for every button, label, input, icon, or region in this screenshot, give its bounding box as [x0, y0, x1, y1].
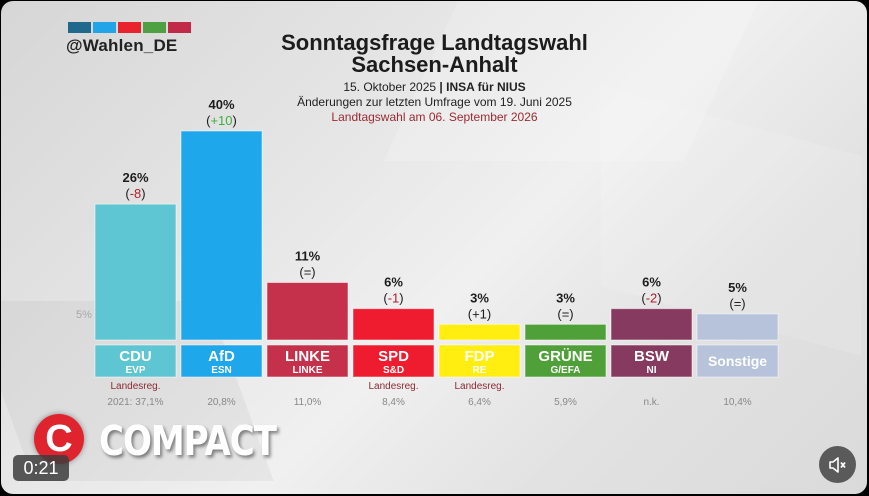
- logo-color-strip: [68, 22, 191, 33]
- previous-election-result: 8,4%: [382, 397, 405, 408]
- bar-change-label: (+1): [468, 306, 492, 321]
- previous-election-result: n.k.: [643, 397, 659, 408]
- poll-institute: INSA für NIUS: [446, 80, 526, 94]
- bar-value-label: 5%: [728, 280, 747, 295]
- previous-election-result: 5,9%: [554, 397, 577, 408]
- party-name: SPD: [378, 348, 409, 365]
- logo-swatch: [118, 22, 141, 33]
- bar-bsw: [610, 308, 693, 341]
- previous-election-result: 10,4%: [723, 397, 751, 408]
- eu-group: LINKE: [293, 365, 323, 376]
- party-name: AfD: [208, 348, 235, 365]
- party-label-box: [610, 344, 693, 378]
- bar-change-label: (-2): [641, 291, 661, 306]
- video-timestamp: 0:21: [13, 455, 69, 481]
- eu-group: S&D: [383, 365, 404, 376]
- government-label: Landesreg.: [368, 381, 418, 392]
- eu-group: G/EFA: [550, 365, 580, 376]
- poll-info: 15. Oktober 2025 | INSA für NIUS: [0, 80, 869, 94]
- bar-cdu: [94, 203, 177, 341]
- changes-note: Änderungen zur letzten Umfrage vom 19. J…: [297, 95, 572, 109]
- separator: |: [439, 80, 443, 94]
- bar-change-label: (-1): [383, 291, 403, 306]
- bar-value-label: 6%: [384, 275, 403, 290]
- party-name: BSW: [634, 348, 670, 365]
- previous-election-result: 11,0%: [294, 397, 322, 408]
- bar-linke: [266, 282, 349, 341]
- bar-value-label: 3%: [556, 290, 575, 305]
- account-handle: @Wahlen_DE: [66, 36, 178, 55]
- bar-fdp: [438, 323, 521, 341]
- logo-swatch: [93, 22, 116, 33]
- bar-value-label: 40%: [208, 97, 234, 112]
- bar-value-label: 3%: [470, 290, 489, 305]
- bar-change-label: (=): [557, 306, 573, 321]
- title-line-2: Sachsen-Anhalt: [351, 52, 518, 77]
- poll-date: 15. Oktober 2025: [343, 80, 437, 94]
- eu-group: ESN: [211, 365, 232, 376]
- bar-sonstige: [696, 313, 779, 341]
- previous-election-result: 6,4%: [468, 397, 491, 408]
- eu-group: EVP: [125, 365, 145, 376]
- compact-brand-name: COMPACT: [99, 418, 277, 466]
- election-date-note: Landtagswahl am 06. September 2026: [331, 110, 538, 124]
- party-name: LINKE: [285, 348, 330, 365]
- speaker-muted-icon: [828, 456, 846, 473]
- logo-swatch: [68, 22, 91, 33]
- party-label-box: [524, 344, 607, 378]
- chart-title: Sonntagsfrage Landtagswahl Sachsen-Anhal…: [0, 32, 869, 76]
- eu-group: NI: [647, 365, 657, 376]
- party-label-box: [266, 344, 349, 378]
- government-label: Landesreg.: [110, 381, 160, 392]
- bar-spd: [352, 308, 435, 341]
- bar-value-label: 11%: [295, 249, 321, 264]
- party-name: FDP: [465, 348, 495, 365]
- bar-value-label: 6%: [642, 275, 661, 290]
- party-name: Sonstige: [708, 353, 767, 369]
- bar-change-label: (+10): [206, 113, 237, 128]
- party-label-box: [352, 344, 435, 378]
- party-label-box: [180, 344, 263, 378]
- party-name: GRÜNE: [538, 348, 592, 365]
- previous-election-result: 20,8%: [207, 397, 235, 408]
- bar-value-label: 26%: [122, 170, 148, 185]
- logo-swatch: [143, 22, 166, 33]
- bar-grüne: [524, 323, 607, 341]
- party-label-box: [438, 344, 521, 378]
- bar-change-label: (=): [299, 265, 315, 280]
- government-label: Landesreg.: [454, 381, 504, 392]
- bar-change-label: (=): [729, 296, 745, 311]
- threshold-label: 5%: [76, 309, 92, 321]
- bar-afd: [180, 130, 263, 341]
- party-label-box: [696, 344, 779, 378]
- party-label-box: [94, 344, 177, 378]
- bar-change-label: (-8): [125, 186, 145, 201]
- logo-swatch: [168, 22, 191, 33]
- party-name: CDU: [119, 348, 152, 365]
- eu-group: RE: [473, 365, 487, 376]
- title-line-1: Sonntagsfrage Landtagswahl: [281, 30, 588, 55]
- mute-button[interactable]: [819, 446, 856, 483]
- previous-election-result: 2021: 37,1%: [107, 397, 163, 408]
